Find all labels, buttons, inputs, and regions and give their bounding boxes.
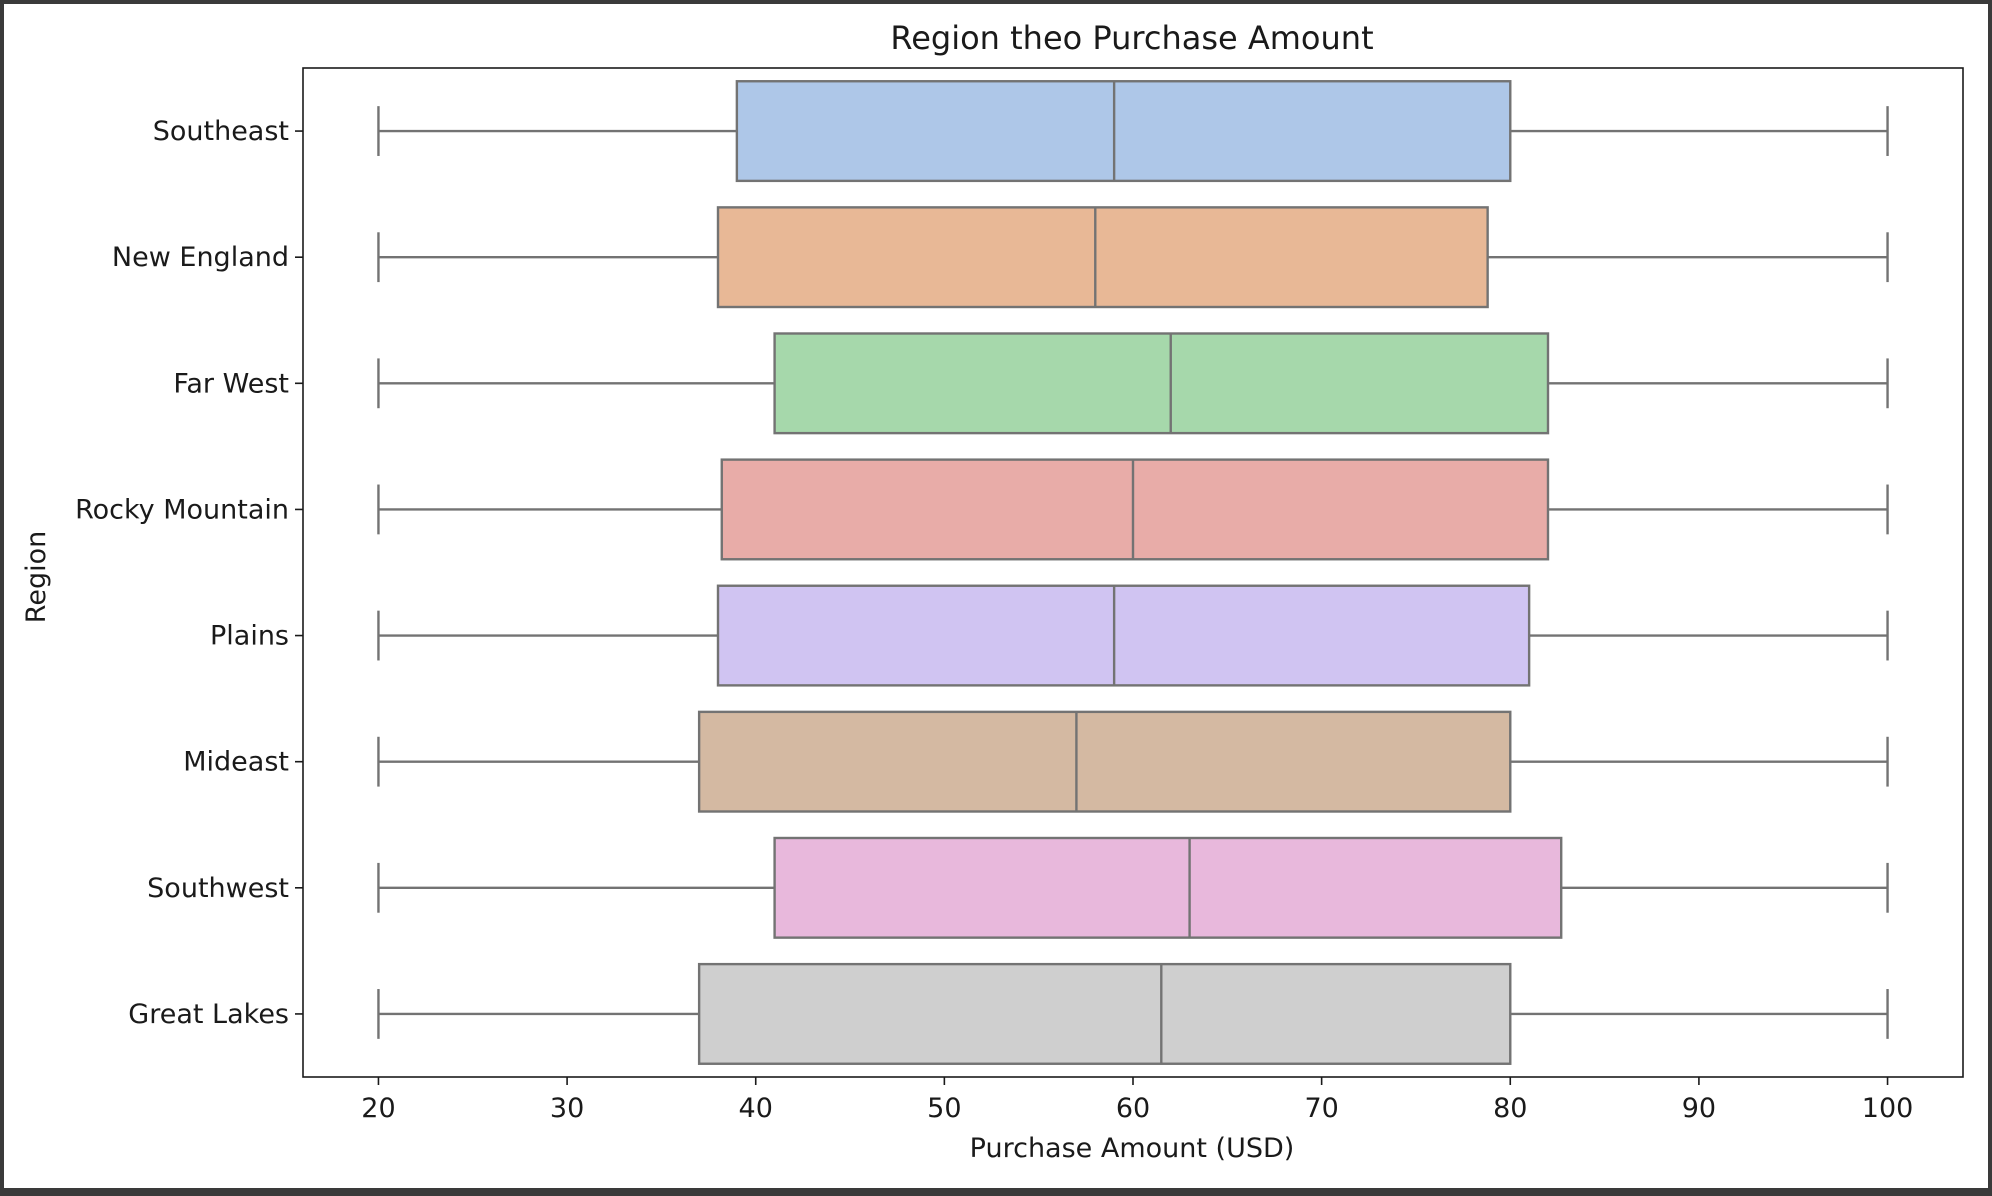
- chart-title: Region theo Purchase Amount: [890, 19, 1373, 57]
- y-tick-label: Plains: [210, 621, 289, 652]
- box-plains: [716, 584, 1531, 687]
- box-southwest: [773, 836, 1563, 939]
- y-tick-label: Far West: [173, 368, 289, 399]
- plot-frame: [302, 67, 1964, 1078]
- x-tick-label: 90: [1682, 1093, 1716, 1124]
- y-tick-label: Southwest: [147, 873, 289, 904]
- y-tick-label: Southeast: [153, 116, 289, 147]
- x-tick-label: 20: [361, 1093, 395, 1124]
- x-tick-label: 60: [1116, 1093, 1150, 1124]
- x-tick-label: 30: [550, 1093, 584, 1124]
- box-rocky-mountain: [720, 458, 1550, 561]
- y-tick-label: Great Lakes: [128, 999, 289, 1030]
- box-southeast: [735, 80, 1512, 183]
- x-axis-label: Purchase Amount (USD): [970, 1133, 1295, 1164]
- y-axis-label: Region: [21, 531, 52, 623]
- x-tick-label: 80: [1493, 1093, 1527, 1124]
- plot-area: Southeast New England Far West Rocky Mounta…: [75, 67, 1964, 1124]
- box-new-england: [716, 206, 1489, 309]
- y-tick-label: Mideast: [183, 747, 289, 778]
- box-mideast: [697, 710, 1512, 813]
- x-tick-label: 70: [1304, 1093, 1338, 1124]
- x-tick-label: 100: [1862, 1093, 1914, 1124]
- x-tick-label: 50: [927, 1093, 961, 1124]
- x-tick-label: 40: [739, 1093, 773, 1124]
- y-tick-label: Rocky Mountain: [75, 494, 289, 525]
- box-far-west: [773, 332, 1550, 435]
- y-tick-label: New England: [112, 242, 289, 273]
- box-great-lakes: [697, 962, 1512, 1065]
